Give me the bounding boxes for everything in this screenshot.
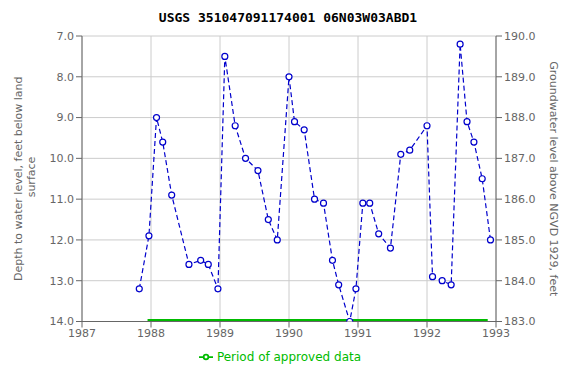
- svg-text:Depth to water level, feet bel: Depth to water level, feet below land su…: [12, 76, 38, 281]
- svg-text:183.0: 183.0: [504, 315, 536, 328]
- svg-text:11.0: 11.0: [50, 193, 75, 206]
- svg-text:14.0: 14.0: [50, 315, 75, 328]
- svg-text:189.0: 189.0: [504, 71, 536, 84]
- svg-text:190.0: 190.0: [504, 30, 536, 43]
- svg-text:1990: 1990: [275, 327, 303, 340]
- svg-text:1992: 1992: [413, 327, 441, 340]
- svg-text:13.0: 13.0: [50, 275, 75, 288]
- svg-text:188.0: 188.0: [504, 111, 536, 124]
- svg-text:187.0: 187.0: [504, 152, 536, 165]
- svg-text:8.0: 8.0: [57, 71, 75, 84]
- svg-text:Groundwater level above NGVD 1: Groundwater level above NGVD 1929, feet: [547, 61, 560, 297]
- svg-text:1993: 1993: [482, 327, 510, 340]
- svg-text:1989: 1989: [206, 327, 234, 340]
- svg-text:10.0: 10.0: [50, 152, 75, 165]
- svg-text:1988: 1988: [137, 327, 165, 340]
- svg-text:7.0: 7.0: [57, 30, 75, 43]
- svg-text:12.0: 12.0: [50, 234, 75, 247]
- svg-text:1987: 1987: [68, 327, 96, 340]
- svg-text:184.0: 184.0: [504, 275, 536, 288]
- svg-text:9.0: 9.0: [57, 111, 75, 124]
- html-text:Period of approved data: Period of approved data: [216, 349, 362, 364]
- svg-text:185.0: 185.0: [504, 234, 536, 247]
- svg-text:186.0: 186.0: [504, 193, 536, 206]
- html-text:USGS 351047091174001 06N03W03A: USGS 351047091174001 06N03W03ABD1: [158, 10, 418, 25]
- svg-text:1991: 1991: [344, 327, 372, 340]
